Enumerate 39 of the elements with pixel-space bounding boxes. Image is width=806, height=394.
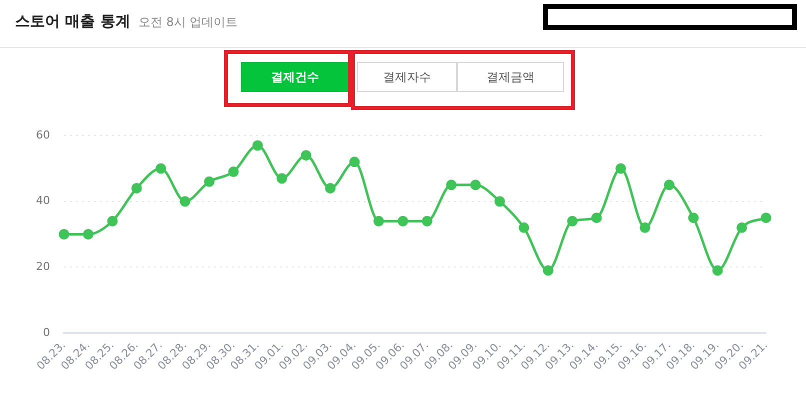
point: [591, 212, 602, 224]
text: 결제자수: [357, 62, 457, 92]
point: [156, 163, 166, 174]
point: [107, 216, 118, 226]
point: [228, 166, 239, 178]
point: [567, 216, 578, 226]
point: [58, 229, 70, 240]
point: [688, 212, 699, 224]
point: [325, 182, 336, 194]
point: [542, 265, 554, 276]
point: [736, 222, 748, 233]
point: [82, 229, 94, 240]
point: [640, 222, 650, 233]
point: [300, 150, 312, 161]
point: [664, 180, 674, 190]
point: [712, 265, 723, 276]
chart-title: 스토어 매출 통계: [15, 12, 130, 31]
y-tick-label: 20: [36, 260, 50, 274]
y-tick-label: 0: [42, 326, 50, 339]
point: [349, 156, 360, 168]
text: 결제건수: [241, 62, 349, 92]
y-tick-label: 60: [36, 128, 50, 142]
point: [760, 212, 772, 224]
point: [373, 216, 384, 226]
point: [180, 196, 190, 207]
point: [398, 216, 408, 226]
point: [494, 196, 505, 207]
text: 결제금액: [457, 62, 564, 92]
point: [204, 176, 214, 187]
point: [470, 180, 481, 190]
point: [252, 140, 263, 151]
y-tick-label: 40: [36, 194, 50, 208]
point: [276, 173, 288, 184]
point: [422, 216, 432, 226]
chart-subtitle: 오전 8시 업데이트: [138, 14, 238, 31]
point: [131, 182, 142, 194]
point: [518, 222, 530, 233]
point: [446, 180, 457, 190]
point: [616, 163, 626, 174]
